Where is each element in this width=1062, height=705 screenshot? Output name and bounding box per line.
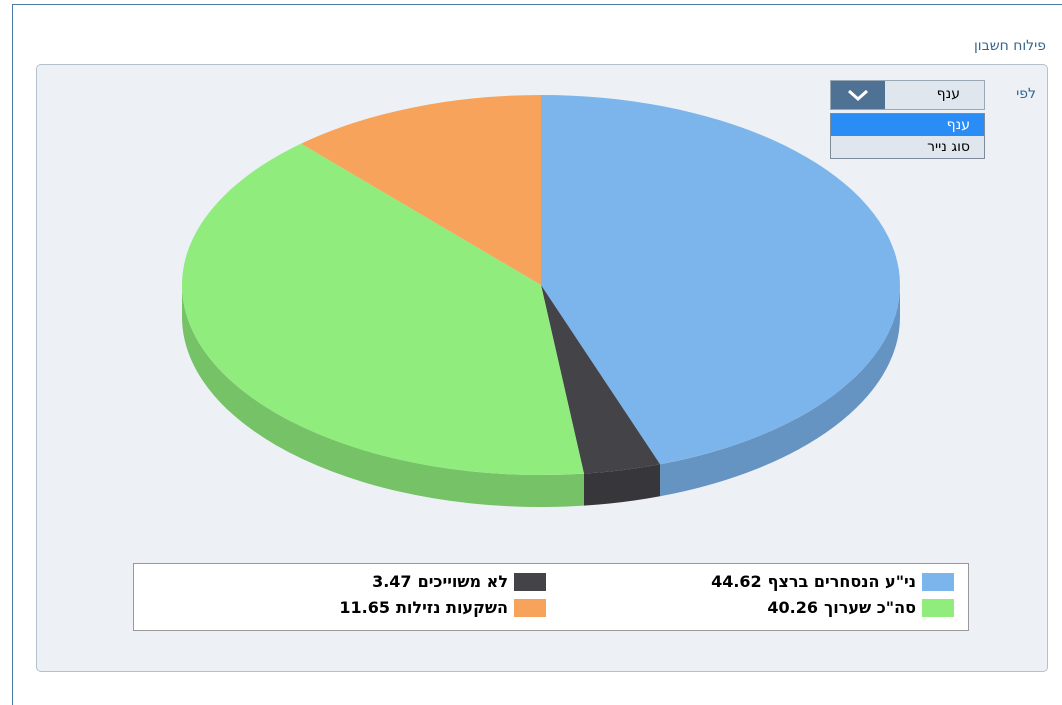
legend-value: 11.65 [339,598,390,617]
legend-item: השקעות נזילות 11.65 [339,598,546,617]
legend-value: 40.26 [767,598,818,617]
legend-label: השקעות נזילות [395,598,508,617]
slice [181,143,584,475]
dropdown-options: ענף סוג נייר [830,113,985,159]
legend-label: סה"כ שערוך [824,598,916,617]
dropdown-option[interactable]: ענף [831,114,984,136]
section-title: פילוח חשבון [973,38,1046,54]
legend-value: 3.47 [372,572,412,591]
filter-label: לפי [1016,86,1036,102]
dropdown-button[interactable] [831,81,885,109]
legend-item: סה"כ שערוך 40.26 [767,598,954,617]
legend-label: לא משוייכים [417,572,508,591]
slice [301,95,541,285]
chevron [848,89,868,102]
slice [541,95,901,465]
slice [541,285,661,474]
legend-swatch [514,572,546,591]
legend-value: 44.62 [711,572,762,591]
dropdown[interactable]: ענף [830,80,985,110]
legend-swatch [922,572,954,591]
legend-item: לא משוייכים 3.47 [372,572,546,591]
legend-swatch [514,598,546,617]
legend-item: ני"ע הנסחרים ברצף 44.62 [711,572,954,591]
dropdown-value: ענף [936,86,960,102]
legend-swatch [922,598,954,617]
slice-side [583,464,661,506]
legend: ני"ע הנסחרים ברצף 44.62 לא משוייכים 3.47 סה"… [133,563,969,631]
legend-label: ני"ע הנסחרים ברצף [767,572,916,591]
dropdown-option[interactable]: סוג נייר [927,139,970,155]
slice-side [660,285,900,497]
frame [12,4,1062,705]
slice-side [182,285,584,508]
